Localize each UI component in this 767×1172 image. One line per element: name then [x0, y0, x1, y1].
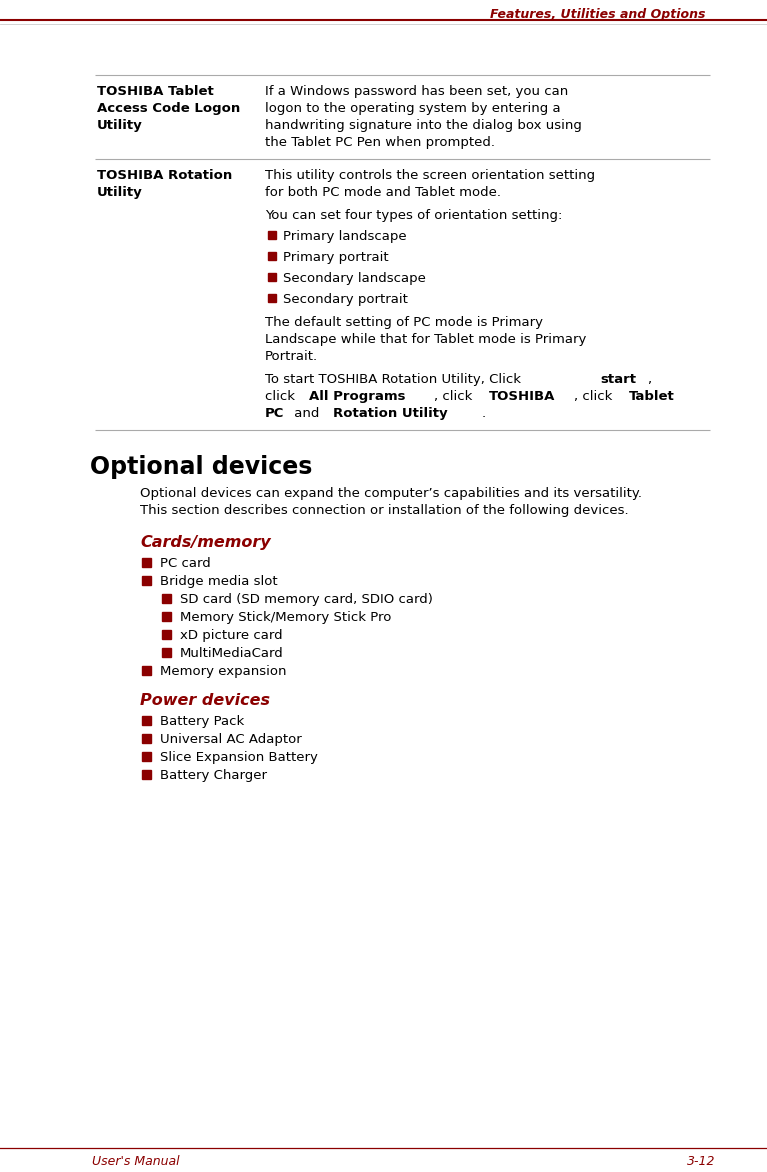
Text: Portrait.: Portrait.: [265, 350, 318, 363]
Text: Slice Expansion Battery: Slice Expansion Battery: [160, 751, 318, 764]
Text: This utility controls the screen orientation setting: This utility controls the screen orienta…: [265, 169, 595, 182]
Text: Primary landscape: Primary landscape: [283, 230, 407, 243]
Text: Bridge media slot: Bridge media slot: [160, 575, 278, 588]
Text: TOSHIBA: TOSHIBA: [489, 390, 555, 403]
Bar: [142, 558, 151, 567]
Text: The default setting of PC mode is Primary: The default setting of PC mode is Primar…: [265, 316, 543, 329]
Text: handwriting signature into the dialog box using: handwriting signature into the dialog bo…: [265, 120, 582, 132]
Text: Optional devices can expand the computer’s capabilities and its versatility.: Optional devices can expand the computer…: [140, 488, 642, 500]
Text: xD picture card: xD picture card: [180, 629, 282, 642]
Text: Tablet: Tablet: [630, 390, 675, 403]
Text: click: click: [265, 390, 299, 403]
Text: and: and: [290, 407, 324, 420]
Text: Landscape while that for Tablet mode is Primary: Landscape while that for Tablet mode is …: [265, 333, 587, 346]
Bar: [268, 231, 276, 239]
Text: Power devices: Power devices: [140, 693, 270, 708]
Text: If a Windows password has been set, you can: If a Windows password has been set, you …: [265, 86, 568, 98]
Text: Memory Stick/Memory Stick Pro: Memory Stick/Memory Stick Pro: [180, 611, 391, 624]
Bar: [268, 252, 276, 260]
Bar: [142, 734, 151, 743]
Bar: [162, 612, 171, 621]
Text: Secondary portrait: Secondary portrait: [283, 293, 408, 306]
Bar: [142, 752, 151, 761]
Text: You can set four types of orientation setting:: You can set four types of orientation se…: [265, 209, 562, 222]
Text: PC card: PC card: [160, 557, 211, 570]
Text: This section describes connection or installation of the following devices.: This section describes connection or ins…: [140, 504, 629, 517]
Bar: [142, 666, 151, 675]
Text: To start TOSHIBA Rotation Utility, Click: To start TOSHIBA Rotation Utility, Click: [265, 373, 525, 386]
Text: start: start: [601, 373, 637, 386]
Text: All Programs: All Programs: [309, 390, 406, 403]
Text: ,: ,: [647, 373, 651, 386]
Text: , click: , click: [433, 390, 476, 403]
Text: Rotation Utility: Rotation Utility: [334, 407, 448, 420]
Text: TOSHIBA Tablet: TOSHIBA Tablet: [97, 86, 214, 98]
Bar: [142, 575, 151, 585]
Bar: [142, 770, 151, 779]
Text: Cards/memory: Cards/memory: [140, 534, 271, 550]
Bar: [162, 594, 171, 604]
Text: Battery Charger: Battery Charger: [160, 769, 267, 782]
Text: MultiMediaCard: MultiMediaCard: [180, 647, 284, 660]
Text: Features, Utilities and Options: Features, Utilities and Options: [489, 8, 705, 21]
Text: Secondary landscape: Secondary landscape: [283, 272, 426, 285]
Text: Access Code Logon: Access Code Logon: [97, 102, 240, 115]
Bar: [162, 648, 171, 657]
Text: Utility: Utility: [97, 120, 143, 132]
Text: Primary portrait: Primary portrait: [283, 251, 389, 264]
Bar: [268, 273, 276, 281]
Text: TOSHIBA Rotation: TOSHIBA Rotation: [97, 169, 232, 182]
Text: PC: PC: [265, 407, 285, 420]
Text: Optional devices: Optional devices: [90, 455, 312, 479]
Text: SD card (SD memory card, SDIO card): SD card (SD memory card, SDIO card): [180, 593, 433, 606]
Text: for both PC mode and Tablet mode.: for both PC mode and Tablet mode.: [265, 186, 501, 199]
Bar: [142, 716, 151, 725]
Text: , click: , click: [574, 390, 617, 403]
Text: the Tablet PC Pen when prompted.: the Tablet PC Pen when prompted.: [265, 136, 495, 149]
Text: User's Manual: User's Manual: [92, 1154, 179, 1168]
Text: Utility: Utility: [97, 186, 143, 199]
Text: 3-12: 3-12: [686, 1154, 715, 1168]
Bar: [268, 294, 276, 302]
Text: Memory expansion: Memory expansion: [160, 665, 287, 677]
Text: Battery Pack: Battery Pack: [160, 715, 244, 728]
Text: Universal AC Adaptor: Universal AC Adaptor: [160, 732, 301, 747]
Text: .: .: [481, 407, 486, 420]
Text: logon to the operating system by entering a: logon to the operating system by enterin…: [265, 102, 561, 115]
Bar: [162, 631, 171, 639]
